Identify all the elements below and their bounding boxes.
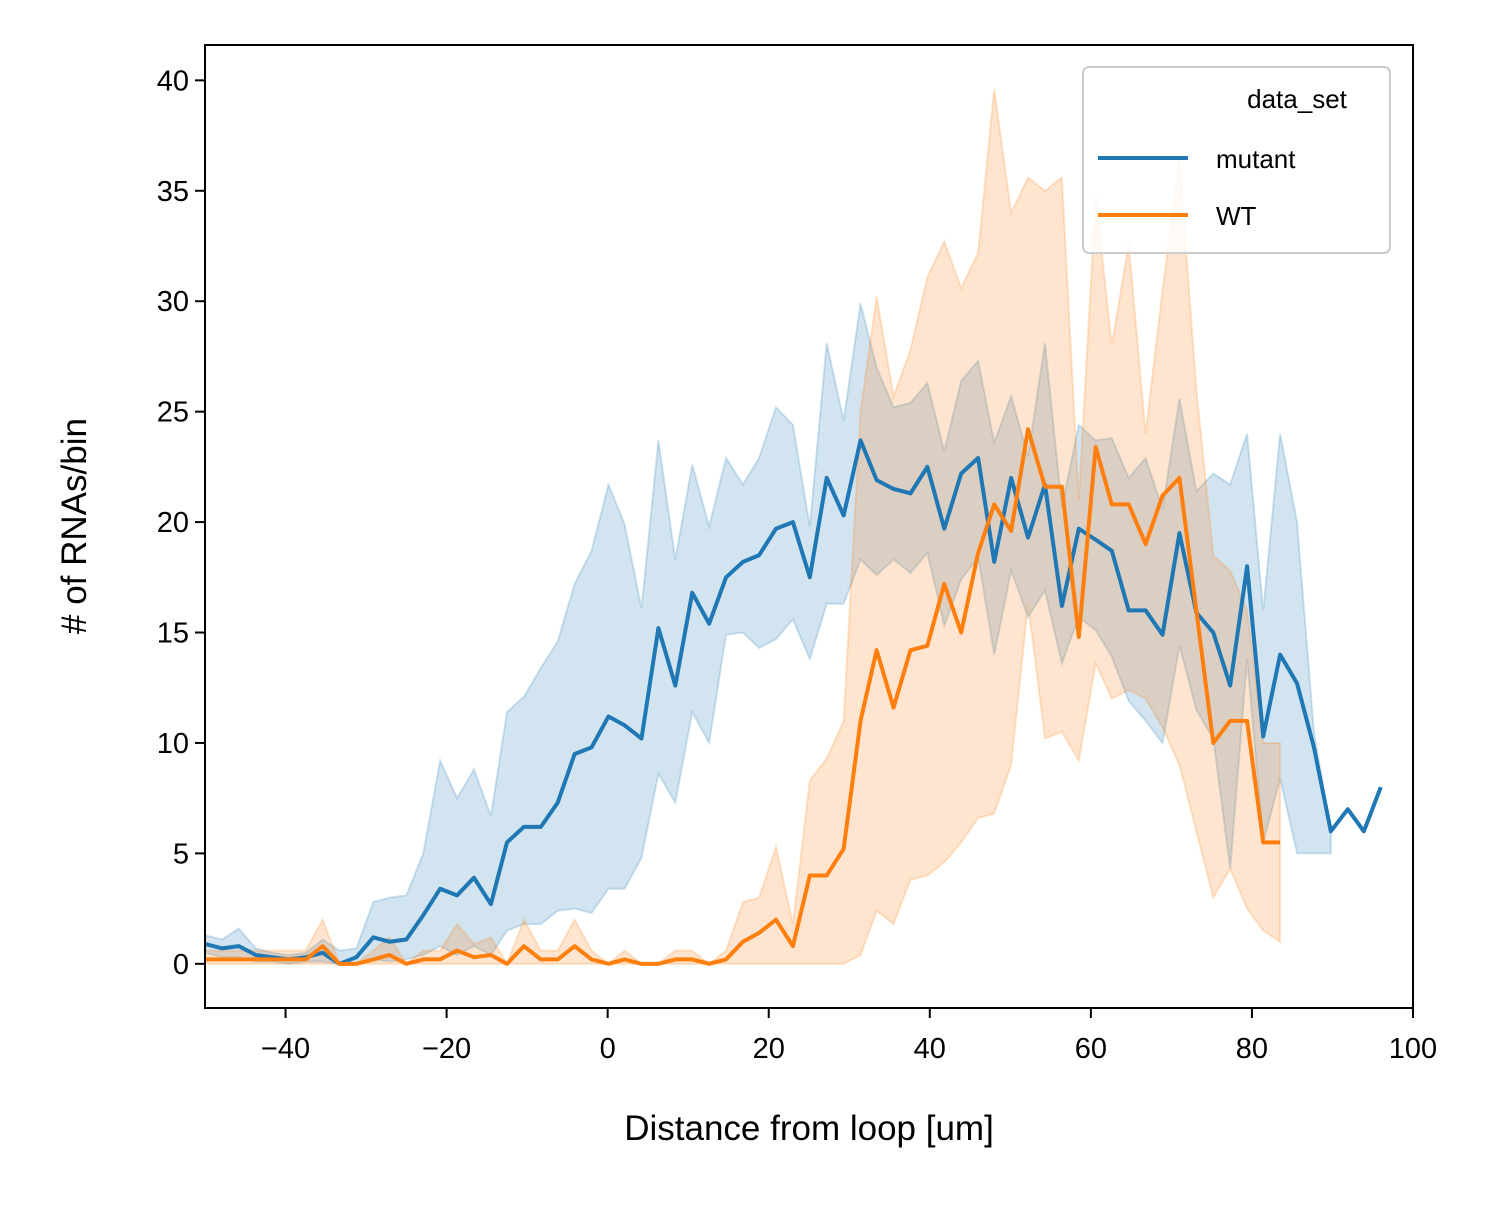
plot-frame [204,44,1414,1009]
series-line [205,427,1281,966]
x-tick-label: 0 [600,1033,616,1065]
x-tick-label: 20 [753,1033,785,1065]
x-tick-label: −20 [422,1033,471,1065]
x-tick-label: 80 [1236,1033,1268,1065]
y-tick-label: 40 [157,65,189,97]
y-tick-label: 30 [157,286,189,318]
y-tick-label: 5 [173,838,189,870]
series-line [204,438,1383,966]
lines [204,427,1383,966]
legend-label: mutant [1216,144,1296,174]
y-tick-label: 15 [157,618,189,650]
legend-title: data_set [1247,84,1348,114]
confidence-band [204,89,1282,967]
x-tick-label: 100 [1389,1033,1437,1065]
y-tick-label: 10 [157,728,189,760]
legend-box [1082,66,1391,254]
legend-label: WT [1216,201,1257,231]
y-axis-label: # of RNAs/bin [55,418,94,634]
y-tick-label: 25 [157,397,189,429]
y-tick-label: 0 [173,949,189,981]
x-axis-label: Distance from loop [um] [624,1109,994,1148]
y-tick-label: 20 [157,507,189,539]
confidence-band [204,303,1332,965]
y-tick-label: 35 [157,176,189,208]
x-tick-label: −40 [261,1033,310,1065]
x-tick-label: 60 [1075,1033,1107,1065]
legend: data_set mutant WT [1082,66,1391,254]
x-tick-label: 40 [914,1033,946,1065]
axes: −40 −20 0 20 40 60 80 100 0 5 10 15 20 25 30 35 40 [157,65,1437,1065]
bands [204,89,1332,967]
